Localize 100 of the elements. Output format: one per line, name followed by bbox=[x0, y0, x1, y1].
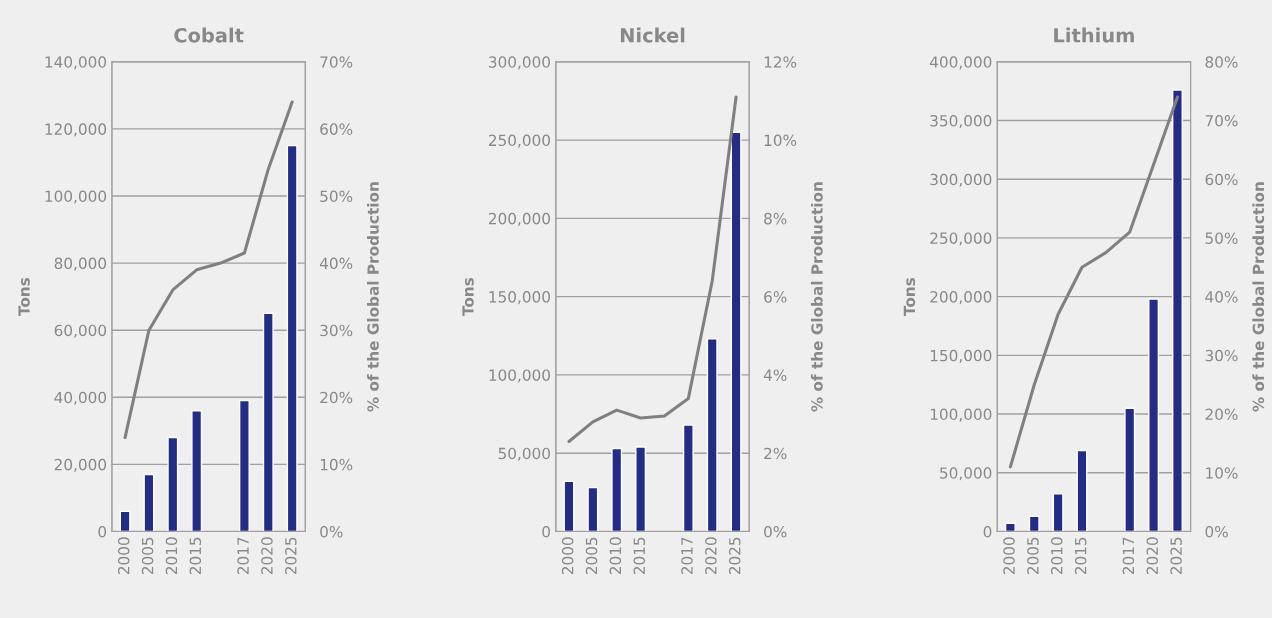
bar bbox=[1052, 493, 1064, 532]
x-tick-label: 2005 bbox=[585, 537, 598, 575]
y2-axis-title: % of the Global Production bbox=[1252, 182, 1265, 412]
y2-tick-label: 2% bbox=[764, 447, 787, 460]
y-tick-label: 50,000 bbox=[498, 447, 550, 461]
y2-tick-label: 60% bbox=[320, 123, 353, 135]
chart-title: Cobalt bbox=[174, 27, 244, 43]
y2-tick-label: 10% bbox=[320, 458, 353, 471]
x-tick-label: 2017 bbox=[681, 537, 693, 575]
y2-axis-title: % of the Global Production bbox=[367, 182, 379, 412]
x-tick-label: 2020 bbox=[261, 537, 273, 575]
y-tick-label: 0 bbox=[983, 525, 992, 538]
y-tick-label: 0 bbox=[98, 525, 107, 538]
y-tick-label: 20,000 bbox=[54, 458, 107, 472]
x-tick-label: 2025 bbox=[1170, 537, 1182, 575]
y2-tick-label: 70% bbox=[320, 56, 353, 68]
x-tick-label: 2000 bbox=[117, 537, 130, 575]
line-series bbox=[567, 95, 738, 443]
y-axis-title: Tons bbox=[18, 277, 30, 316]
bar bbox=[635, 446, 647, 532]
chart-title: Lithium bbox=[1054, 27, 1134, 43]
y-tick-label: 100,000 bbox=[930, 408, 992, 422]
bar bbox=[1028, 515, 1040, 532]
y-tick-label: 250,000 bbox=[488, 134, 550, 148]
y2-tick-label: 40% bbox=[1205, 291, 1238, 303]
x-tick-label: 2015 bbox=[189, 537, 202, 575]
y-tick-label: 40,000 bbox=[54, 391, 107, 405]
bar bbox=[262, 312, 274, 532]
y-tick-label: 60,000 bbox=[54, 324, 107, 338]
y-tick-label: 50,000 bbox=[940, 467, 992, 481]
bar bbox=[1076, 449, 1088, 532]
y-tick-label: 300,000 bbox=[488, 56, 550, 70]
x-tick-label: 2017 bbox=[237, 537, 249, 575]
y2-tick-label: 50% bbox=[1205, 232, 1238, 244]
bar bbox=[611, 447, 623, 532]
y2-tick-label: 30% bbox=[320, 324, 353, 337]
x-tick-label: 2020 bbox=[1146, 537, 1159, 575]
y-tick-label: 150,000 bbox=[930, 349, 992, 363]
y2-tick-label: 0% bbox=[320, 525, 343, 538]
bar bbox=[1124, 407, 1136, 532]
bar bbox=[563, 480, 575, 532]
x-tick-label: 2015 bbox=[633, 537, 646, 575]
bar bbox=[706, 338, 718, 532]
x-tick-label: 2010 bbox=[609, 537, 622, 575]
y2-tick-label: 40% bbox=[319, 257, 353, 270]
x-tick-label: 2020 bbox=[705, 537, 717, 575]
x-tick-label: 2025 bbox=[285, 537, 297, 575]
bar bbox=[167, 436, 179, 532]
y-tick-label: 80,000 bbox=[54, 257, 107, 271]
y2-tick-label: 12% bbox=[764, 56, 797, 68]
x-tick-label: 2025 bbox=[728, 537, 741, 575]
y-tick-label: 140,000 bbox=[45, 56, 107, 70]
bar bbox=[1148, 298, 1160, 532]
bar bbox=[286, 144, 298, 532]
y2-tick-label: 50% bbox=[320, 190, 353, 203]
y-tick-label: 250,000 bbox=[930, 232, 992, 246]
bar bbox=[682, 424, 694, 532]
y2-tick-label: 4% bbox=[763, 369, 787, 381]
chart-title: Nickel bbox=[620, 27, 685, 43]
y-tick-label: 400,000 bbox=[929, 56, 992, 70]
y2-tick-label: 20% bbox=[1205, 408, 1238, 421]
y2-tick-label: 0% bbox=[764, 525, 787, 538]
bar bbox=[1004, 522, 1016, 532]
x-tick-label: 2000 bbox=[561, 537, 574, 575]
y2-tick-label: 80% bbox=[1205, 56, 1238, 68]
y-tick-label: 200,000 bbox=[488, 212, 550, 226]
y2-tick-label: 0% bbox=[1205, 525, 1228, 538]
y-tick-label: 120,000 bbox=[45, 123, 107, 137]
y2-tick-label: 60% bbox=[1205, 173, 1238, 186]
x-tick-label: 2017 bbox=[1122, 537, 1135, 575]
x-tick-label: 2010 bbox=[1050, 537, 1063, 575]
line-series bbox=[1008, 95, 1179, 469]
y-tick-label: 150,000 bbox=[489, 291, 550, 305]
y2-tick-label: 70% bbox=[1205, 114, 1238, 127]
y2-tick-label: 20% bbox=[320, 391, 353, 404]
bar bbox=[730, 131, 742, 532]
x-tick-label: 2005 bbox=[141, 537, 154, 575]
y2-tick-label: 10% bbox=[1206, 467, 1238, 479]
bar bbox=[143, 473, 155, 532]
y-tick-label: 0 bbox=[542, 525, 550, 538]
x-tick-label: 2010 bbox=[165, 537, 178, 575]
y-tick-label: 100,000 bbox=[45, 190, 107, 204]
y2-tick-label: 6% bbox=[764, 291, 787, 303]
bar bbox=[238, 399, 250, 532]
y-axis-title: Tons bbox=[462, 277, 474, 316]
y-tick-label: 100,000 bbox=[489, 369, 550, 383]
line-series bbox=[123, 100, 294, 440]
bar bbox=[587, 486, 599, 532]
y-axis-title: Tons bbox=[903, 277, 916, 316]
y2-tick-label: 8% bbox=[764, 212, 787, 225]
y2-tick-label: 30% bbox=[1205, 349, 1238, 362]
x-tick-label: 2000 bbox=[1003, 537, 1015, 575]
y-tick-label: 350,000 bbox=[930, 114, 992, 129]
bar bbox=[191, 410, 203, 532]
y-tick-label: 300,000 bbox=[930, 173, 992, 187]
y2-tick-label: 10% bbox=[764, 134, 797, 147]
bar bbox=[1171, 89, 1183, 532]
x-tick-label: 2005 bbox=[1027, 537, 1039, 575]
x-tick-label: 2015 bbox=[1074, 537, 1087, 575]
y-tick-label: 200,000 bbox=[930, 291, 992, 305]
